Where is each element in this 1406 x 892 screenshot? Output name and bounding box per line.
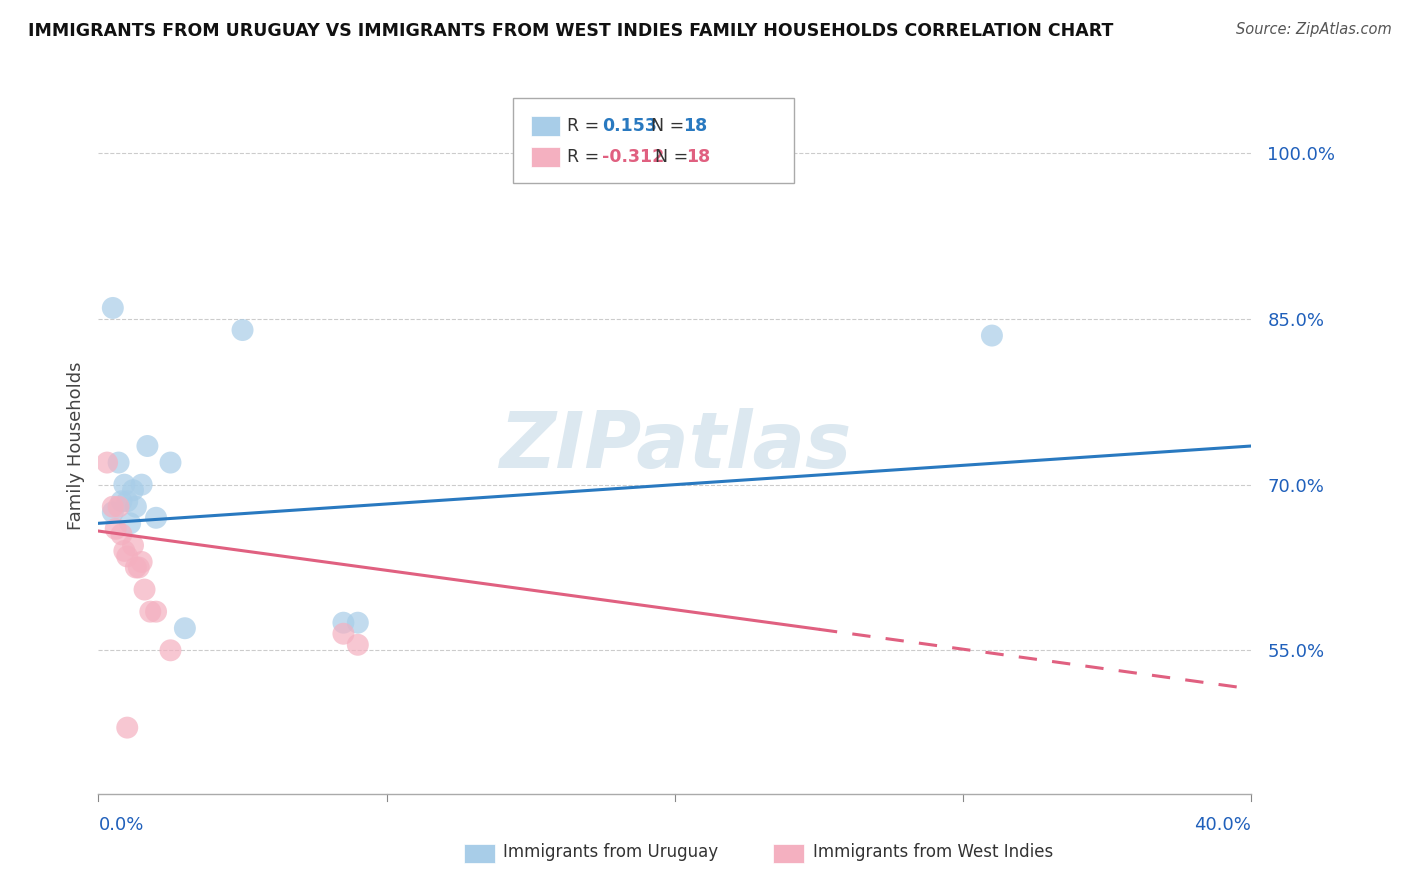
Point [122,483,145,498]
Text: 40.0%: 40.0% [1195,816,1251,834]
Text: N =: N = [655,148,695,166]
Text: Source: ZipAtlas.com: Source: ZipAtlas.com [1236,22,1392,37]
Point [101,505,124,519]
Point [107,500,129,514]
Point [125,500,148,514]
Point [136,439,159,453]
Text: 18: 18 [683,117,707,135]
Point [332,626,354,640]
Point [346,615,368,630]
Text: Immigrants from Uruguay: Immigrants from Uruguay [503,843,718,861]
Y-axis label: Family Households: Family Households [66,362,84,530]
Point [159,643,181,657]
Point [346,638,368,652]
Point [174,621,197,635]
Point [104,522,127,536]
Text: 0.153: 0.153 [602,117,657,135]
Point [125,560,148,574]
Text: N =: N = [651,117,690,135]
Point [131,555,153,569]
Point [101,500,124,514]
Point [131,477,153,491]
Point [117,721,138,735]
Point [145,510,167,524]
Text: IMMIGRANTS FROM URUGUAY VS IMMIGRANTS FROM WEST INDIES FAMILY HOUSEHOLDS CORRELA: IMMIGRANTS FROM URUGUAY VS IMMIGRANTS FR… [28,22,1114,40]
Text: -0.312: -0.312 [602,148,664,166]
Point [120,516,142,531]
Text: ZIPatlas: ZIPatlas [499,408,851,484]
Text: Immigrants from West Indies: Immigrants from West Indies [813,843,1053,861]
Point [128,560,150,574]
Text: R =: R = [567,117,605,135]
Point [101,301,124,315]
Point [332,615,354,630]
Text: R =: R = [567,148,605,166]
Point [96,456,118,470]
Point [112,477,135,491]
Point [139,605,162,619]
Text: 0.0%: 0.0% [98,816,143,834]
Point [981,328,1004,343]
Point [112,544,135,558]
Point [159,456,181,470]
Point [122,538,145,552]
Point [145,605,167,619]
Point [117,494,138,508]
Point [110,494,132,508]
Point [117,549,138,564]
Point [134,582,156,597]
Point [107,456,129,470]
Text: 18: 18 [686,148,710,166]
Point [110,527,132,541]
Point [231,323,254,337]
